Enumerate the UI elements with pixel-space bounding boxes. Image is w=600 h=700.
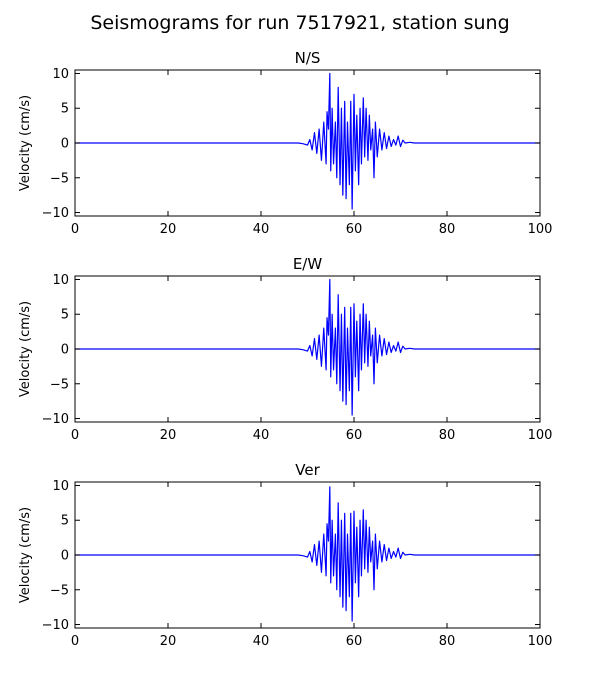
x-tick-label: 20 bbox=[160, 634, 177, 649]
velocity-trace bbox=[75, 278, 540, 416]
x-tick-label: 100 bbox=[528, 222, 553, 237]
subplot-2: E/W Velocity (cm/s) 0 20 40 60 80 100 10 5 0 −5 −10 bbox=[18, 255, 552, 443]
y-tick-label: 10 bbox=[52, 273, 69, 288]
y-tick-label: 5 bbox=[61, 514, 69, 529]
y-tick-label: 5 bbox=[61, 308, 69, 323]
x-tick-label: 20 bbox=[160, 222, 177, 237]
y-tick-label: −10 bbox=[42, 618, 69, 633]
x-tick-label: 20 bbox=[160, 428, 177, 443]
subplot-title: Ver bbox=[295, 461, 320, 479]
y-tick-label: 5 bbox=[61, 102, 69, 117]
x-tick-label: 60 bbox=[346, 222, 363, 237]
x-tick-label: 80 bbox=[439, 428, 456, 443]
y-tick-label: 10 bbox=[52, 67, 69, 82]
y-tick-label: −5 bbox=[50, 583, 69, 598]
y-axis-label: Velocity (cm/s) bbox=[18, 507, 33, 603]
subplot-3: Ver Velocity (cm/s) 0 20 40 60 80 100 10 5 0 −5 −10 bbox=[18, 461, 552, 649]
x-tick-label: 0 bbox=[71, 222, 79, 237]
x-tick-label: 100 bbox=[528, 428, 553, 443]
x-tick-label: 40 bbox=[253, 222, 270, 237]
velocity-trace bbox=[75, 72, 540, 210]
y-tick-label: 0 bbox=[61, 137, 69, 152]
x-tick-label: 100 bbox=[528, 634, 553, 649]
x-tick-label: 60 bbox=[346, 428, 363, 443]
subplot-title: N/S bbox=[295, 49, 321, 67]
y-tick-label: 0 bbox=[61, 343, 69, 358]
x-tick-label: 40 bbox=[253, 428, 270, 443]
y-tick-label: −10 bbox=[42, 412, 69, 427]
y-tick-label: −5 bbox=[50, 171, 69, 186]
axes-frame bbox=[74, 275, 541, 423]
y-axis-label: Velocity (cm/s) bbox=[18, 301, 33, 397]
y-axis-label: Velocity (cm/s) bbox=[18, 95, 33, 191]
y-tick-label: 10 bbox=[52, 479, 69, 494]
x-tick-label: 60 bbox=[346, 634, 363, 649]
subplot-1: N/S Velocity (cm/s) 0 20 40 60 80 100 10 5 0 −5 −10 bbox=[18, 49, 552, 237]
subplot-title: E/W bbox=[293, 255, 323, 273]
y-tick-label: −10 bbox=[42, 206, 69, 221]
x-tick-label: 0 bbox=[71, 634, 79, 649]
figure-title: Seismograms for run 7517921, station sun… bbox=[90, 12, 509, 34]
x-tick-label: 0 bbox=[71, 428, 79, 443]
y-tick-label: 0 bbox=[61, 549, 69, 564]
velocity-trace bbox=[75, 486, 540, 622]
axes-frame bbox=[74, 69, 541, 217]
x-tick-label: 80 bbox=[439, 634, 456, 649]
axes-frame bbox=[74, 481, 541, 629]
x-tick-label: 40 bbox=[253, 634, 270, 649]
y-tick-label: −5 bbox=[50, 377, 69, 392]
x-tick-label: 80 bbox=[439, 222, 456, 237]
